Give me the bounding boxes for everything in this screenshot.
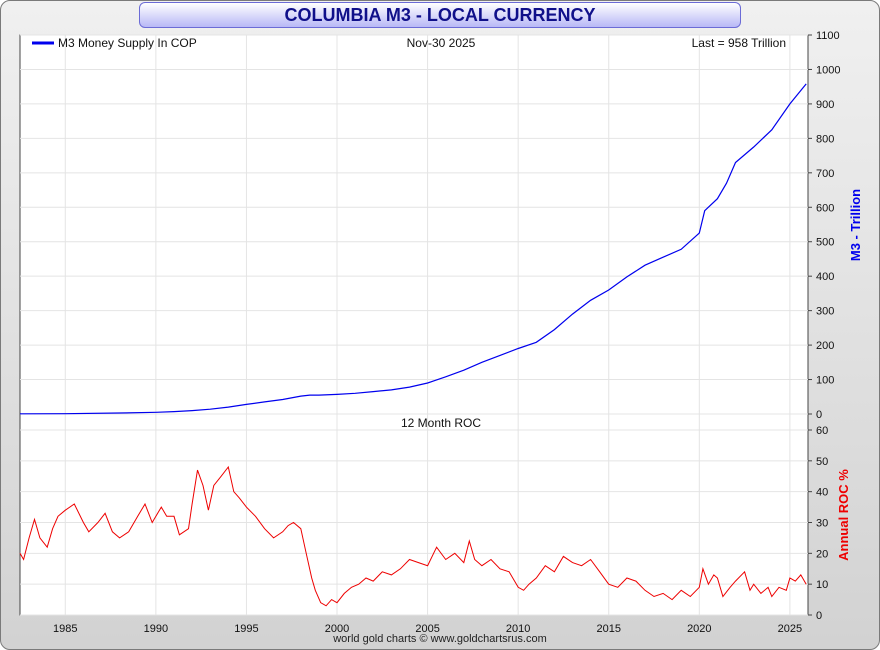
x-tick-label: 2000 [325,623,349,635]
top-y-tick-label: 200 [816,340,834,352]
roc-line [19,465,807,607]
top-y-tick-label: 1100 [816,30,840,42]
top-y-tick-label: 0 [816,409,822,421]
top-y-tick-label: 1000 [816,64,840,76]
x-tick-label: 2015 [596,623,620,635]
roc-axis-label: Annual ROC % [836,469,851,561]
x-tick-label: 2010 [506,623,530,635]
plot-area [19,34,809,616]
top-y-tick-label: 700 [816,168,834,180]
legend-label: M3 Money Supply In COP [58,36,197,50]
date-label: Nov-30 2025 [407,36,476,50]
chart-title: COLUMBIA M3 - LOCAL CURRENCY [139,2,741,28]
top-y-tick-label: 400 [816,271,834,283]
x-tick-label: 1990 [144,623,168,635]
roc-y-tick-label: 40 [816,487,828,499]
grid [20,34,808,616]
x-tick-label: 2005 [415,623,439,635]
roc-y-tick-label: 30 [816,518,828,530]
roc-y-tick-label: 10 [816,579,828,591]
roc-title: 12 Month ROC [401,416,481,430]
roc-y-tick-label: 0 [816,610,822,622]
roc-y-tick-label: 60 [816,425,828,437]
footer-credit: world gold charts © www.goldchartsrus.co… [333,633,547,645]
x-tick-label: 2020 [687,623,711,635]
m3-axis-label: M3 - Trillion [848,189,863,261]
top-y-tick-label: 800 [816,133,834,145]
last-value-label: Last = 958 Trillion [692,36,786,50]
top-y-tick-label: 600 [816,202,834,214]
m3-line [19,83,807,415]
roc-y-tick-label: 20 [816,548,828,560]
title-bar: COLUMBIA M3 - LOCAL CURRENCY [0,2,880,28]
data-lines [19,83,807,607]
tick-labels: 0 100 200 300 400 500 600 700 800 900 1000 1100 0 10 2… [53,30,840,635]
top-y-tick-label: 500 [816,237,834,249]
top-y-tick-label: 900 [816,99,834,111]
x-tick-label: 1995 [234,623,258,635]
x-tick-label: 2025 [778,623,802,635]
top-y-tick-label: 300 [816,306,834,318]
roc-y-tick-label: 50 [816,456,828,468]
x-tick-label: 1985 [53,623,77,635]
top-y-tick-label: 100 [816,375,834,387]
